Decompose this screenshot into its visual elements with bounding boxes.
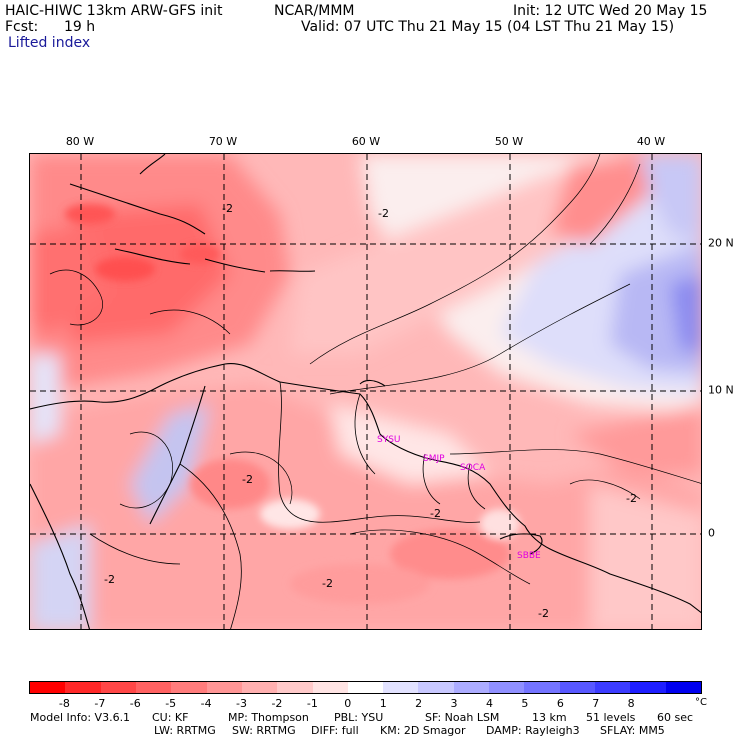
colorbar-segment <box>277 682 313 693</box>
footer-levels: 51 levels <box>586 711 636 724</box>
contour-label: -2 <box>626 492 637 505</box>
lat-lon-grid <box>30 154 701 629</box>
contours <box>49 154 701 585</box>
lat-label-10n: 10 N <box>708 383 734 397</box>
colorbar-tick-label: -3 <box>236 697 247 710</box>
borders <box>89 381 486 629</box>
lon-label-40w: 40 W <box>636 135 666 148</box>
colorbar-segment <box>418 682 454 693</box>
colorbar-segment <box>135 682 172 693</box>
contour-label: -2 <box>242 473 253 486</box>
colorbar-tick-label: 2 <box>415 697 423 710</box>
colorbar-tick-label: 3 <box>450 697 458 710</box>
init-time: Init: 12 UTC Wed 20 May 15 <box>513 3 708 19</box>
field-shading <box>30 154 701 629</box>
colorbar-segment <box>30 682 66 693</box>
colorbar-segment <box>559 682 595 693</box>
colorbar-segment <box>312 682 348 693</box>
valid-time: Valid: 07 UTC Thu 21 May 15 (04 LST Thu … <box>301 19 675 35</box>
footer-longwave: LW: RRTMG <box>154 724 216 737</box>
field-name: Lifted index <box>8 35 91 51</box>
map-canvas <box>30 154 701 629</box>
colorbar-tick-label: -5 <box>165 697 177 710</box>
colorbar-tick-label: 0 <box>344 697 352 710</box>
footer-timestep: 60 sec <box>657 711 694 724</box>
colorbar-tick-label: -6 <box>129 697 141 710</box>
colorbar <box>29 681 702 694</box>
colorbar-tick-label: -1 <box>306 697 318 710</box>
footer-microphysics: MP: Thompson <box>228 711 309 724</box>
lat-label-20n: 20 N <box>708 236 734 250</box>
footer-pbl: PBL: YSU <box>334 711 384 724</box>
colorbar-unit: °C <box>695 697 707 708</box>
lifted-index-map: -2 -2 -2 -2 -2 -2 -2 -2 SYSU SMJP SOCA S… <box>29 153 702 630</box>
colorbar-tick-label: -4 <box>200 697 212 710</box>
colorbar-tick-label: 7 <box>592 697 600 710</box>
footer-surface: SF: Noah LSM <box>425 711 500 724</box>
station-label-sbbe: SBBE <box>517 551 541 561</box>
colorbar-tick-label: 5 <box>521 697 529 710</box>
organization-label: NCAR/MMM <box>274 3 355 19</box>
footer-damping: DAMP: Rayleigh3 <box>486 724 580 737</box>
colorbar-tick-label: -7 <box>94 697 106 710</box>
colorbar-segment <box>206 682 242 693</box>
colorbar-tick-label: 1 <box>379 697 387 710</box>
footer-model-version: Model Info: V3.6.1 <box>30 711 131 724</box>
field-detail <box>65 204 520 604</box>
colorbar-segment <box>241 682 278 693</box>
lon-label-70w: 70 W <box>208 135 238 148</box>
lon-label-50w: 50 W <box>494 135 524 148</box>
forecast-hour: 19 h <box>64 19 96 35</box>
station-label-soca: SOCA <box>460 463 486 473</box>
colorbar-segment <box>65 682 101 693</box>
contour-label: -2 <box>322 577 333 590</box>
lat-label-equator: 0 <box>708 526 715 540</box>
contour-label: -2 <box>104 573 115 586</box>
footer-shortwave: SW: RRTMG <box>232 724 296 737</box>
station-label-smjp: SMJP <box>423 454 445 464</box>
colorbar-tick-label: 6 <box>556 697 564 710</box>
colorbar-tick-label: 4 <box>485 697 493 710</box>
footer-surface-layer: SFLAY: MM5 <box>600 724 665 737</box>
footer-km: KM: 2D Smagor <box>380 724 466 737</box>
footer-diffusion: DIFF: full <box>311 724 359 737</box>
colorbar-segment <box>453 682 490 693</box>
colorbar-segment <box>383 682 419 693</box>
colorbar-segment <box>100 682 136 693</box>
colorbar-segment <box>595 682 631 693</box>
footer-resolution: 13 km <box>532 711 567 724</box>
lon-label-60w: 60 W <box>351 135 381 148</box>
contour-label: -2 <box>222 202 233 215</box>
colorbar-tick-label: 8 <box>627 697 635 710</box>
colorbar-segment <box>665 682 701 693</box>
lon-label-80w: 80 W <box>65 135 95 148</box>
colorbar-segment <box>489 682 525 693</box>
colorbar-segment <box>524 682 560 693</box>
contour-label: -2 <box>538 607 549 620</box>
forecast-label: Fcst: <box>5 19 39 35</box>
colorbar-tick-label: -2 <box>271 697 283 710</box>
coastlines <box>30 154 701 629</box>
model-title: HAIC-HIWC 13km ARW-GFS init <box>5 3 223 19</box>
colorbar-tick-label: -8 <box>58 697 70 710</box>
colorbar-segment <box>171 682 207 693</box>
colorbar-segment <box>347 682 384 693</box>
colorbar-segment <box>630 682 666 693</box>
footer-cumulus: CU: KF <box>152 711 189 724</box>
station-label-sysu: SYSU <box>377 435 401 445</box>
contour-label: -2 <box>430 507 441 520</box>
contour-label: -2 <box>378 207 389 220</box>
